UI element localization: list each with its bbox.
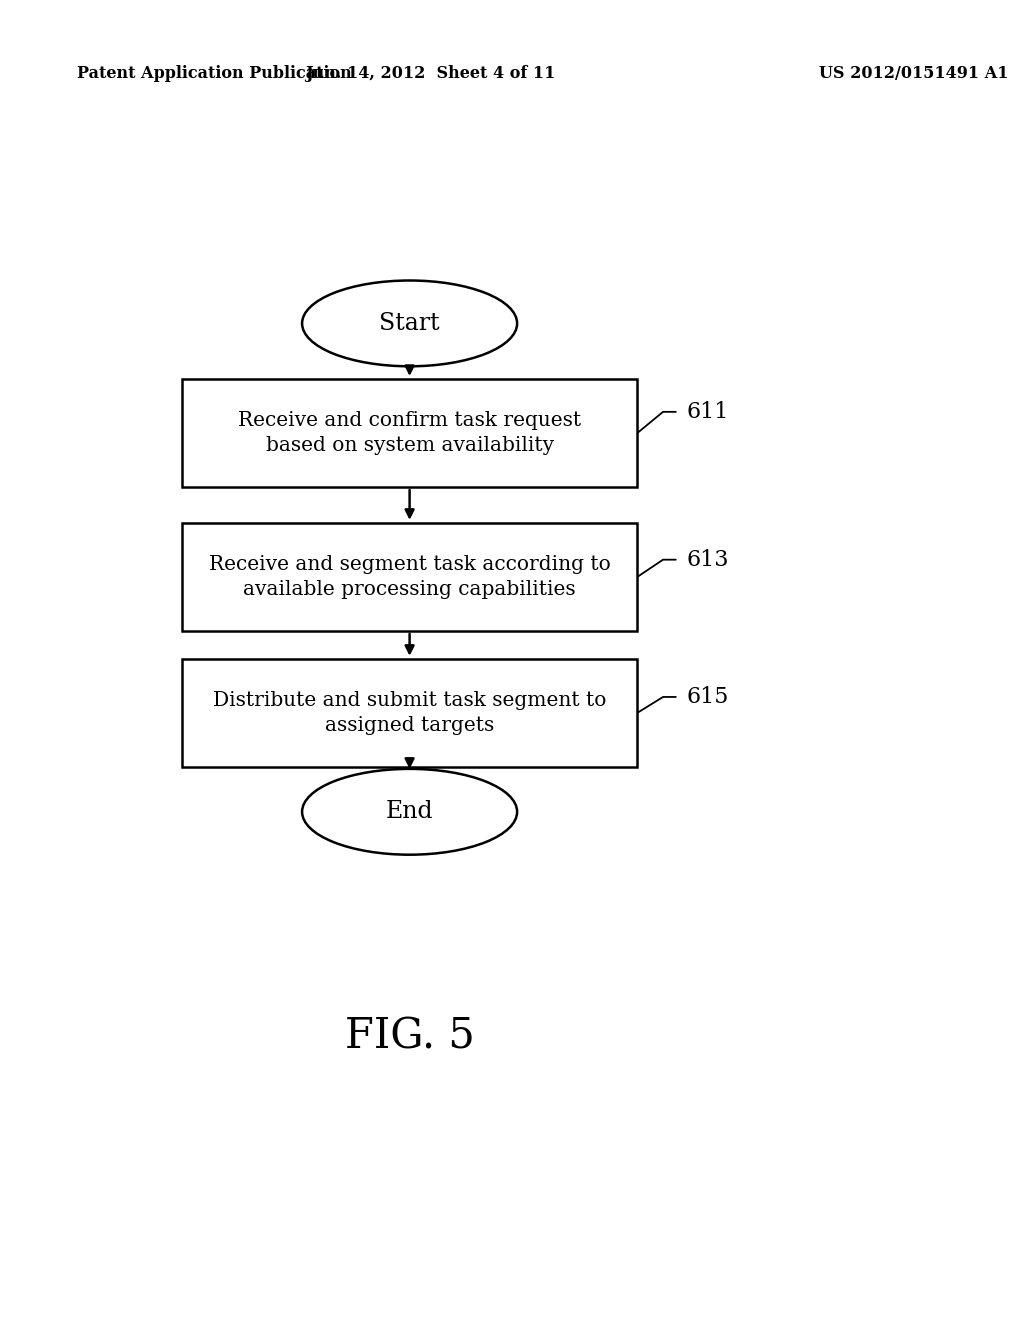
Text: US 2012/0151491 A1: US 2012/0151491 A1: [819, 66, 1009, 82]
FancyBboxPatch shape: [182, 659, 637, 767]
FancyBboxPatch shape: [182, 523, 637, 631]
FancyBboxPatch shape: [182, 379, 637, 487]
Text: Distribute and submit task segment to
assigned targets: Distribute and submit task segment to as…: [213, 690, 606, 735]
Text: Jun. 14, 2012  Sheet 4 of 11: Jun. 14, 2012 Sheet 4 of 11: [305, 66, 555, 82]
Text: Receive and segment task according to
available processing capabilities: Receive and segment task according to av…: [209, 554, 610, 599]
Text: FIG. 5: FIG. 5: [345, 1015, 474, 1057]
Text: Start: Start: [379, 312, 440, 335]
Text: 613: 613: [686, 549, 729, 570]
Text: Receive and confirm task request
based on system availability: Receive and confirm task request based o…: [238, 411, 582, 455]
Text: 611: 611: [686, 401, 728, 422]
Text: Patent Application Publication: Patent Application Publication: [77, 66, 351, 82]
Text: End: End: [386, 800, 433, 824]
Text: 615: 615: [686, 686, 728, 708]
